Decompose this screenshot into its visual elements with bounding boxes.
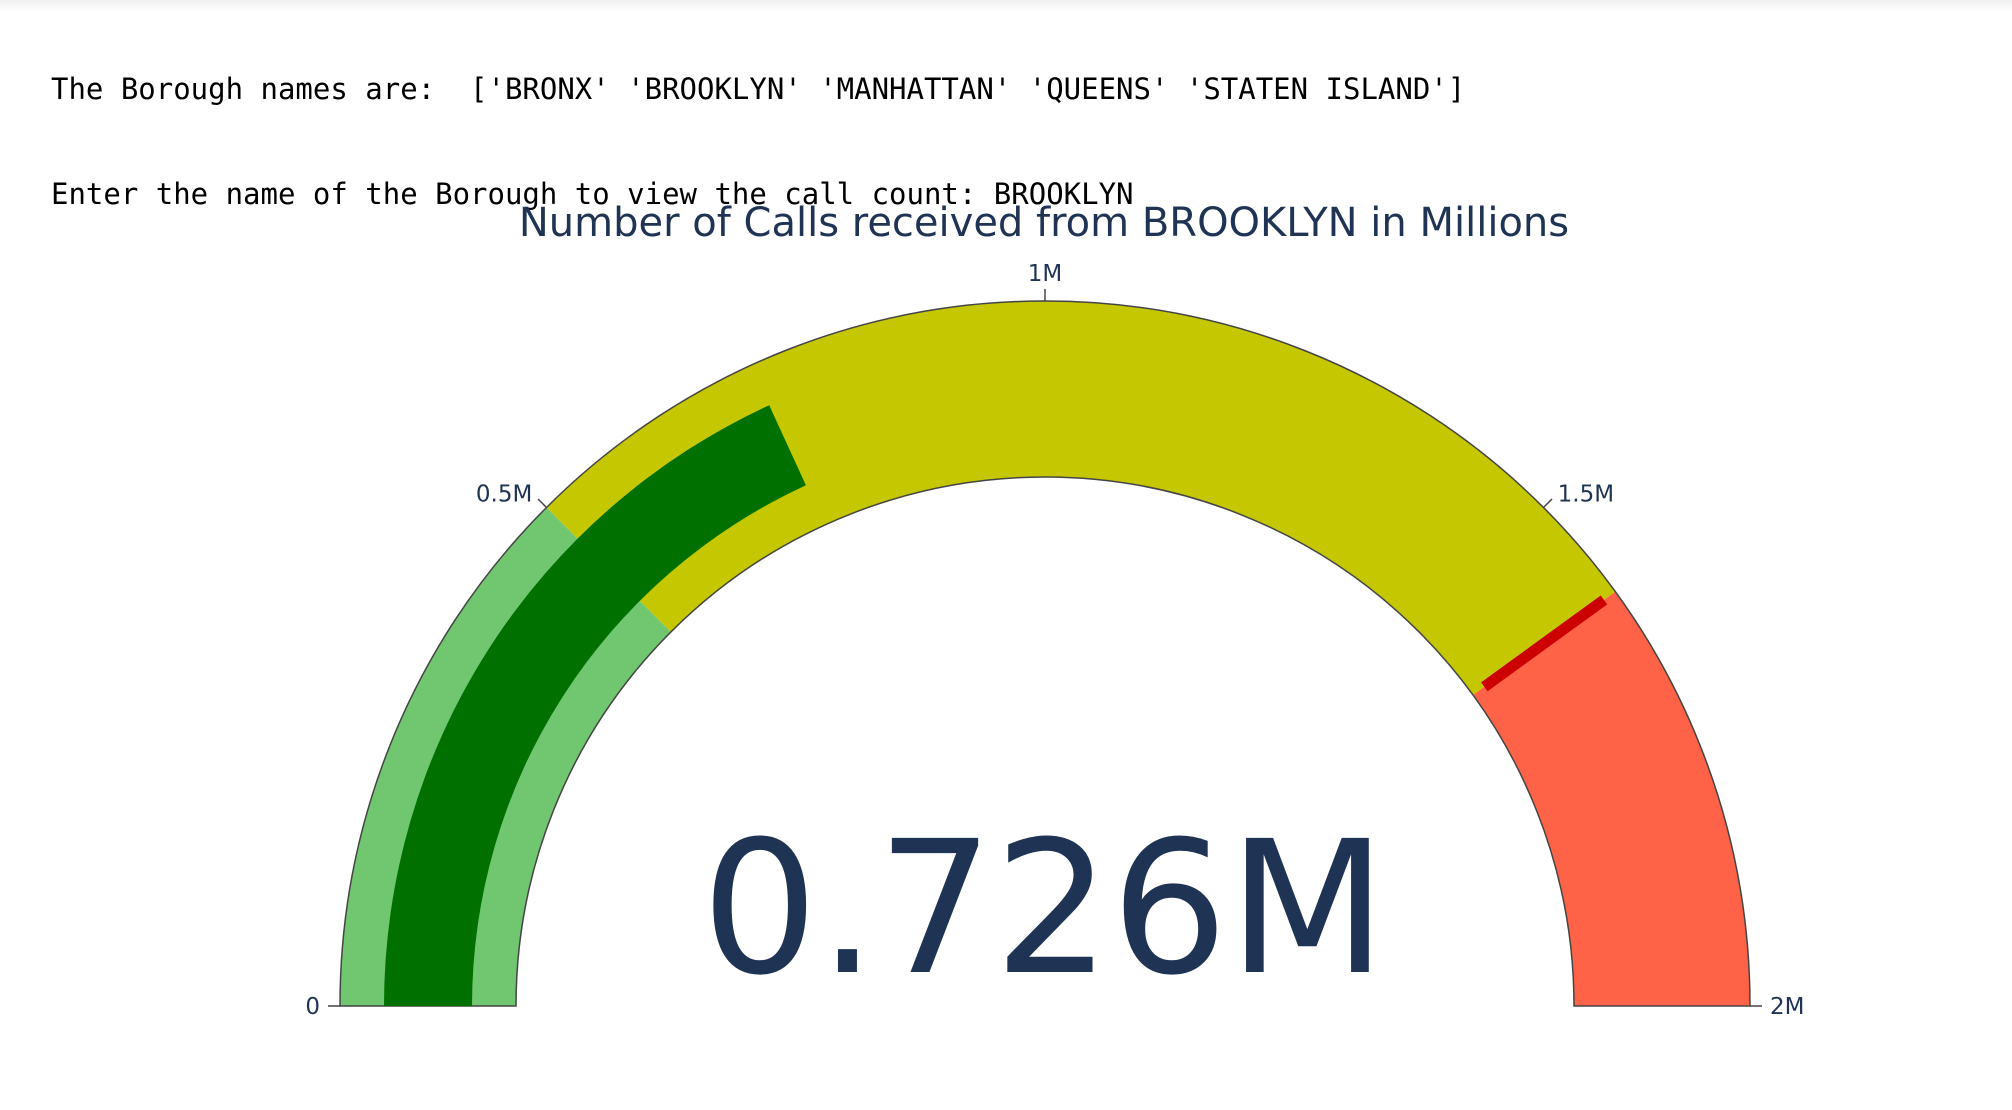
borough-prompt-line: Enter the name of the Borough to view th… xyxy=(51,177,1134,211)
tick-mark xyxy=(1542,498,1553,509)
borough-names-line: The Borough names are: ['BRONX' 'BROOKLY… xyxy=(51,72,1466,106)
gauge-ticks: 0 0.5M 1M 1.5M 2M xyxy=(305,261,1804,1020)
gauge-value: 0.726M xyxy=(701,802,1387,1016)
gauge-bar-layer xyxy=(384,405,806,1006)
tick-label: 1.5M xyxy=(1558,481,1614,507)
gauge-value-bar xyxy=(384,405,806,1006)
gauge-step-1 xyxy=(546,301,1616,696)
gauge-threshold-marker xyxy=(1481,595,1608,692)
tick-mark xyxy=(537,498,548,509)
gauge-outline xyxy=(339,300,1751,1007)
chart-title: Number of Calls received from BROOKLYN i… xyxy=(519,200,1569,246)
tick-label: 1M xyxy=(1028,261,1062,287)
gauge-threshold-layer xyxy=(1481,595,1608,692)
gauge-step-2 xyxy=(1472,591,1750,1006)
tick-label: 0 xyxy=(305,994,320,1020)
tick-label: 2M xyxy=(1770,994,1804,1020)
tick-label: 0.5M xyxy=(476,481,532,507)
console-output: The Borough names are: ['BRONX' 'BROOKLY… xyxy=(0,0,2012,211)
